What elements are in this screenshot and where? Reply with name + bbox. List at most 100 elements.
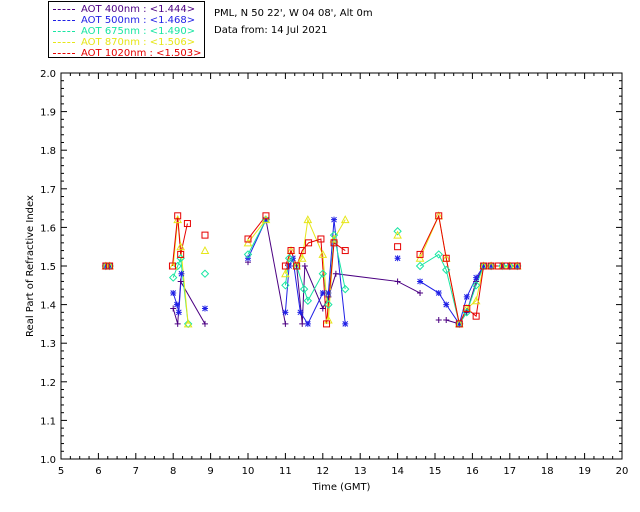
data-point-plus xyxy=(332,270,339,277)
data-point-diamond xyxy=(442,265,451,275)
data-point-square xyxy=(513,262,521,270)
data-point-triangle xyxy=(318,249,328,258)
data-point-diamond xyxy=(303,296,313,305)
x-tick-label: 11 xyxy=(279,466,292,477)
x-tick-label: 17 xyxy=(503,466,516,477)
legend-label-1020nm: AOT 1020nm : <1.503> xyxy=(81,48,202,59)
y-tick-label: 2.0 xyxy=(40,69,56,80)
data-point-square xyxy=(262,212,270,220)
data-point-plus xyxy=(301,263,308,269)
data-point-square xyxy=(168,262,176,270)
data-point-star xyxy=(456,320,463,327)
data-point-plus xyxy=(435,317,442,324)
data-point-triangle xyxy=(281,269,290,278)
data-point-square xyxy=(330,239,338,247)
legend-label-400nm: AOT 400nm : <1.444> xyxy=(81,4,196,15)
data-point-plus xyxy=(174,320,181,327)
data-point-square xyxy=(183,220,191,228)
y-tick-label: 1.8 xyxy=(40,146,56,157)
data-point-star xyxy=(262,216,269,223)
y-tick-label: 1.0 xyxy=(40,455,56,466)
data-point-triangle xyxy=(340,215,350,224)
x-tick-label: 16 xyxy=(466,466,479,477)
data-point-triangle xyxy=(200,246,210,255)
x-tick-label: 18 xyxy=(541,466,554,477)
data-point-diamond xyxy=(168,273,178,282)
y-tick-label: 1.5 xyxy=(40,262,56,273)
data-point-star xyxy=(286,263,293,269)
data-point-square xyxy=(463,304,471,312)
data-point-square xyxy=(305,239,313,247)
series-line-2 xyxy=(247,219,267,255)
data-point-diamond xyxy=(329,230,339,240)
data-point-triangle xyxy=(324,315,333,324)
data-point-square xyxy=(480,262,488,270)
data-point-square xyxy=(442,254,450,262)
x-tick-label: 8 xyxy=(170,466,176,477)
legend-item-1020nm: AOT 1020nm : <1.503> xyxy=(53,48,201,60)
series-line-1 xyxy=(172,273,182,313)
data-point-square xyxy=(174,212,182,220)
data-point-square xyxy=(341,247,349,255)
legend-label-870nm: AOT 870nm : <1.506> xyxy=(81,37,196,48)
series-line-0 xyxy=(265,219,286,324)
data-point-star xyxy=(480,263,487,269)
legend-label-500nm: AOT 500nm : <1.468> xyxy=(81,15,196,26)
data-point-plus xyxy=(201,320,208,327)
data-point-star xyxy=(319,290,326,297)
data-point-diamond xyxy=(281,281,290,290)
site-location: PML, N 50 22', W 04 08', Alt 0m xyxy=(214,8,373,19)
data-point-square xyxy=(394,243,402,251)
data-point-star xyxy=(463,293,470,300)
data-point-triangle xyxy=(183,319,193,328)
data-point-star xyxy=(331,216,338,223)
data-point-star xyxy=(173,301,180,308)
data-point-square xyxy=(287,247,295,255)
data-point-triangle xyxy=(329,234,339,243)
data-point-square xyxy=(281,262,289,270)
data-point-star xyxy=(342,320,349,327)
legend-line-400nm xyxy=(53,8,75,10)
data-point-plus xyxy=(299,320,306,327)
data-point-diamond xyxy=(284,254,294,263)
data-point-triangle xyxy=(303,215,313,224)
data-point-diamond xyxy=(243,250,253,259)
data-point-square xyxy=(455,320,463,328)
data-point-plus xyxy=(394,278,401,285)
data-point-diamond xyxy=(299,284,309,294)
data-point-square xyxy=(487,262,495,270)
data-point-diamond xyxy=(415,261,425,271)
data-point-star xyxy=(297,309,304,316)
data-point-triangle xyxy=(415,253,425,262)
data-point-square xyxy=(317,235,325,243)
data-point-star xyxy=(178,270,185,277)
data-point-plus xyxy=(177,278,184,285)
data-point-star xyxy=(201,305,208,312)
x-tick-label: 7 xyxy=(133,466,139,477)
data-point-square xyxy=(323,320,331,328)
data-point-star xyxy=(325,290,332,297)
y-tick-label: 1.7 xyxy=(40,185,56,196)
data-point-square xyxy=(495,262,503,270)
data-point-square xyxy=(416,250,424,258)
data-point-square xyxy=(102,262,110,270)
legend-line-500nm xyxy=(53,19,75,21)
data-point-star xyxy=(304,320,311,327)
data-point-star xyxy=(473,274,480,281)
data-point-diamond xyxy=(200,269,210,278)
x-tick-label: 14 xyxy=(391,466,404,477)
x-tick-label: 19 xyxy=(578,466,591,477)
data-point-triangle xyxy=(471,296,481,305)
legend-line-1020nm xyxy=(53,52,75,54)
data-point-square xyxy=(244,235,252,243)
data-point-star xyxy=(499,263,506,269)
data-point-square xyxy=(435,212,443,220)
x-tick-label: 13 xyxy=(354,466,367,477)
y-axis-label: Real Part of Refractive Index xyxy=(25,195,36,337)
data-point-square xyxy=(298,247,306,255)
data-point-plus xyxy=(443,317,450,324)
data-point-star xyxy=(443,301,450,308)
data-point-star xyxy=(514,263,521,269)
series-line-0 xyxy=(172,279,206,325)
